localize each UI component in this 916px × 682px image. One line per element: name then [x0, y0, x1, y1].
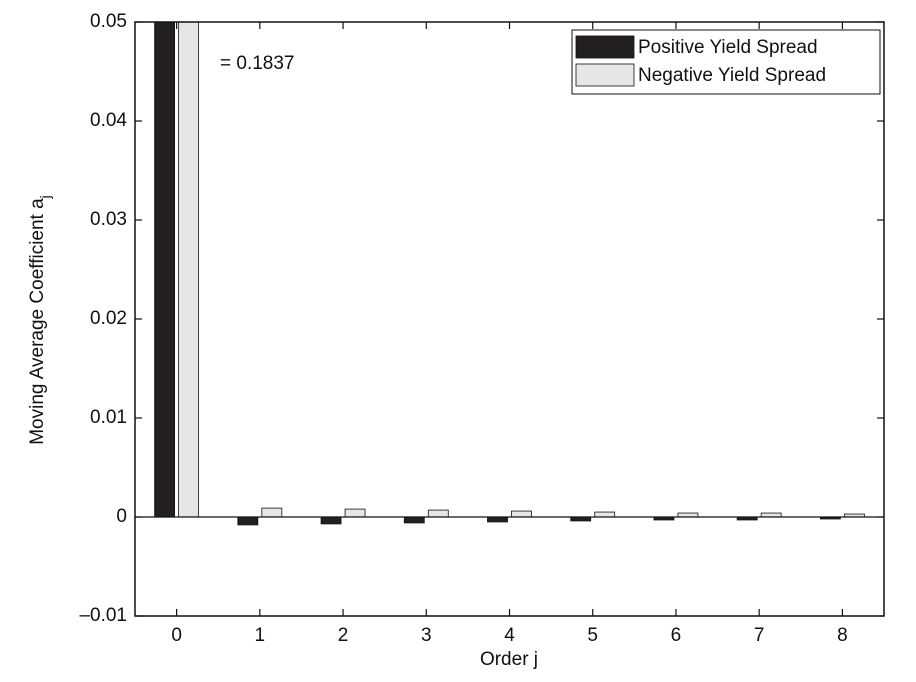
bar — [154, 22, 176, 518]
x-tick-label: 6 — [671, 625, 682, 646]
bar — [403, 516, 425, 524]
bar — [511, 510, 532, 518]
y-axis-label: Moving Average Coefficient aj — [27, 195, 53, 445]
x-tick-label: 0 — [171, 625, 182, 646]
x-tick-label: 2 — [338, 625, 349, 646]
y-tick-label: 0.02 — [90, 308, 127, 329]
plot-frame — [134, 21, 885, 617]
x-tick-label: 4 — [504, 625, 515, 646]
x-tick-label: 8 — [837, 625, 848, 646]
bar — [237, 516, 259, 526]
x-tick-label: 3 — [421, 625, 432, 646]
y-tick-label: –0.01 — [79, 605, 127, 626]
bar — [320, 516, 342, 525]
y-label-main: Moving Average Coefficient a — [27, 198, 48, 445]
bar — [594, 511, 616, 518]
bars — [154, 22, 865, 526]
y-tick-label: 0.01 — [90, 407, 127, 428]
bar — [261, 507, 283, 518]
legend-label: Negative Yield Spread — [638, 65, 826, 86]
legend-swatch — [575, 35, 635, 59]
bar — [487, 516, 508, 523]
bar — [427, 509, 449, 518]
y-tick-label: 0 — [116, 506, 127, 527]
legend-label: Positive Yield Spread — [638, 37, 818, 58]
x-axis-label: Order j — [480, 649, 538, 670]
x-tick-label: 1 — [255, 625, 266, 646]
bar — [178, 22, 200, 518]
y-tick-label: 0.03 — [90, 209, 127, 230]
y-label-sub: j — [37, 195, 53, 199]
x-tick-label: 7 — [754, 625, 765, 646]
annotation: = 0.1837 — [220, 53, 295, 74]
y-tick-label: 0.04 — [90, 110, 127, 131]
x-tick-label: 5 — [587, 625, 598, 646]
legend-swatch — [575, 63, 635, 87]
y-tick-label: 0.05 — [90, 11, 127, 32]
bar — [344, 508, 366, 518]
